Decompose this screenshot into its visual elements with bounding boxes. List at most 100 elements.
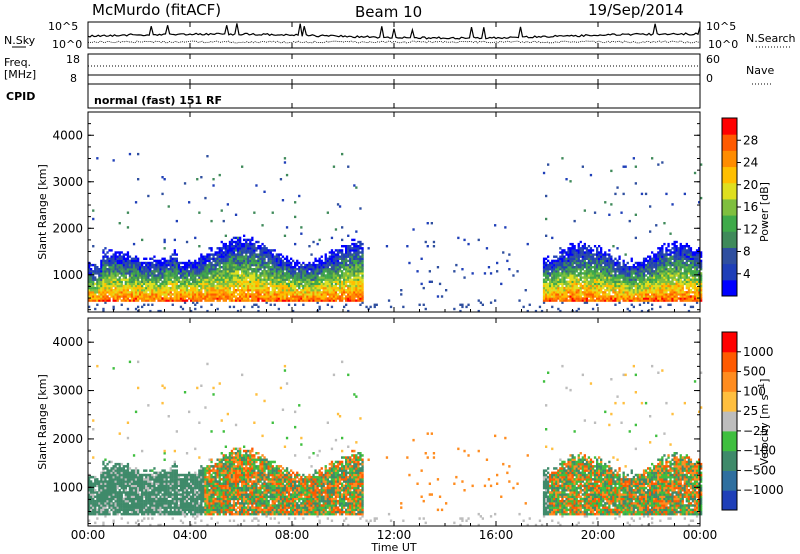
power-cell [343, 280, 346, 283]
power-cell [334, 228, 338, 231]
power-cell [126, 289, 130, 292]
power-cell [290, 276, 293, 279]
power-cell [598, 259, 601, 263]
power-cell [192, 297, 195, 300]
power-cell [304, 268, 307, 271]
power-cell [638, 280, 642, 283]
power-cell [689, 268, 693, 271]
power-cell [561, 251, 564, 254]
power-cell [328, 259, 331, 263]
power-cell [338, 266, 342, 269]
power-cell [689, 289, 693, 292]
power-cell [263, 255, 266, 258]
power-cell [589, 257, 593, 260]
power-cell [241, 295, 244, 298]
power-cell [598, 299, 601, 302]
power-cell [547, 163, 550, 166]
power-cell [353, 245, 356, 248]
power-cell [545, 270, 548, 273]
power-cell [296, 291, 299, 294]
power-cell [116, 257, 119, 260]
power-cell [218, 261, 221, 265]
power-cell [691, 272, 695, 275]
power-cell [194, 274, 197, 277]
power-cell [659, 274, 662, 277]
power-cell [114, 297, 117, 300]
power-cell [516, 270, 519, 273]
power-cell [596, 263, 599, 267]
power-cell [114, 274, 117, 277]
power-cell [245, 245, 248, 248]
power-cell [106, 255, 109, 258]
power-cell [634, 236, 637, 240]
power-cell [591, 299, 595, 302]
power-cell [563, 257, 566, 260]
power-cell [212, 270, 215, 273]
power-cell [347, 293, 350, 296]
power-cell [336, 268, 340, 271]
power-cell [134, 289, 138, 292]
power-cell [634, 297, 637, 300]
power-cell [589, 299, 593, 302]
power-cell [312, 289, 315, 292]
power-cell [122, 253, 125, 256]
power-cell [326, 280, 329, 283]
power-cell [130, 291, 134, 294]
power-cell [644, 289, 648, 292]
power-cell [698, 249, 701, 252]
power-cell [267, 293, 270, 296]
power-cell [157, 299, 160, 302]
power-cell [683, 299, 686, 302]
power-cell [616, 291, 619, 294]
power-cell [657, 280, 660, 283]
power-cell [598, 276, 601, 279]
power-cell [163, 247, 166, 250]
power-cell [561, 282, 564, 286]
power-cell [687, 259, 691, 263]
power-cell [212, 291, 215, 294]
power-cell [200, 274, 203, 277]
power-cell [273, 295, 276, 298]
power-cell [294, 266, 297, 269]
power-cell [198, 259, 201, 263]
power-cell [636, 268, 640, 271]
power-cell [208, 280, 211, 283]
power-cell [112, 278, 115, 281]
power-cell [579, 261, 582, 265]
nsearch-trace [88, 40, 700, 44]
power-cell [181, 284, 185, 288]
power-cell [593, 293, 597, 296]
power-cell [249, 278, 252, 281]
power-cell [689, 266, 693, 269]
power-cell [257, 295, 260, 298]
power-cell [257, 247, 260, 250]
power-cell [247, 268, 250, 271]
power-cell [567, 268, 570, 271]
power-cell [589, 295, 593, 298]
power-cell [245, 278, 248, 281]
power-cell [581, 255, 584, 258]
power-cell [159, 276, 162, 279]
power-cell [300, 291, 303, 294]
power-cell [100, 286, 103, 290]
power-cell [269, 282, 272, 286]
power-cell [298, 272, 301, 275]
power-cell [241, 266, 244, 269]
power-cell [585, 276, 589, 279]
power-cell [212, 295, 215, 298]
power-cell [206, 289, 209, 292]
power-cell [630, 295, 633, 298]
power-cell [155, 268, 158, 271]
power-cell [245, 297, 248, 300]
power-cell [149, 309, 152, 313]
power-cell [659, 291, 662, 294]
power-cell [591, 257, 595, 260]
power-cell [312, 272, 315, 275]
power-cell [318, 266, 321, 269]
power-cell [96, 303, 99, 306]
power-cell [587, 291, 591, 294]
power-cell [94, 282, 97, 286]
power-cell [573, 284, 576, 288]
power-cell [222, 278, 225, 281]
power-cell [181, 268, 185, 271]
